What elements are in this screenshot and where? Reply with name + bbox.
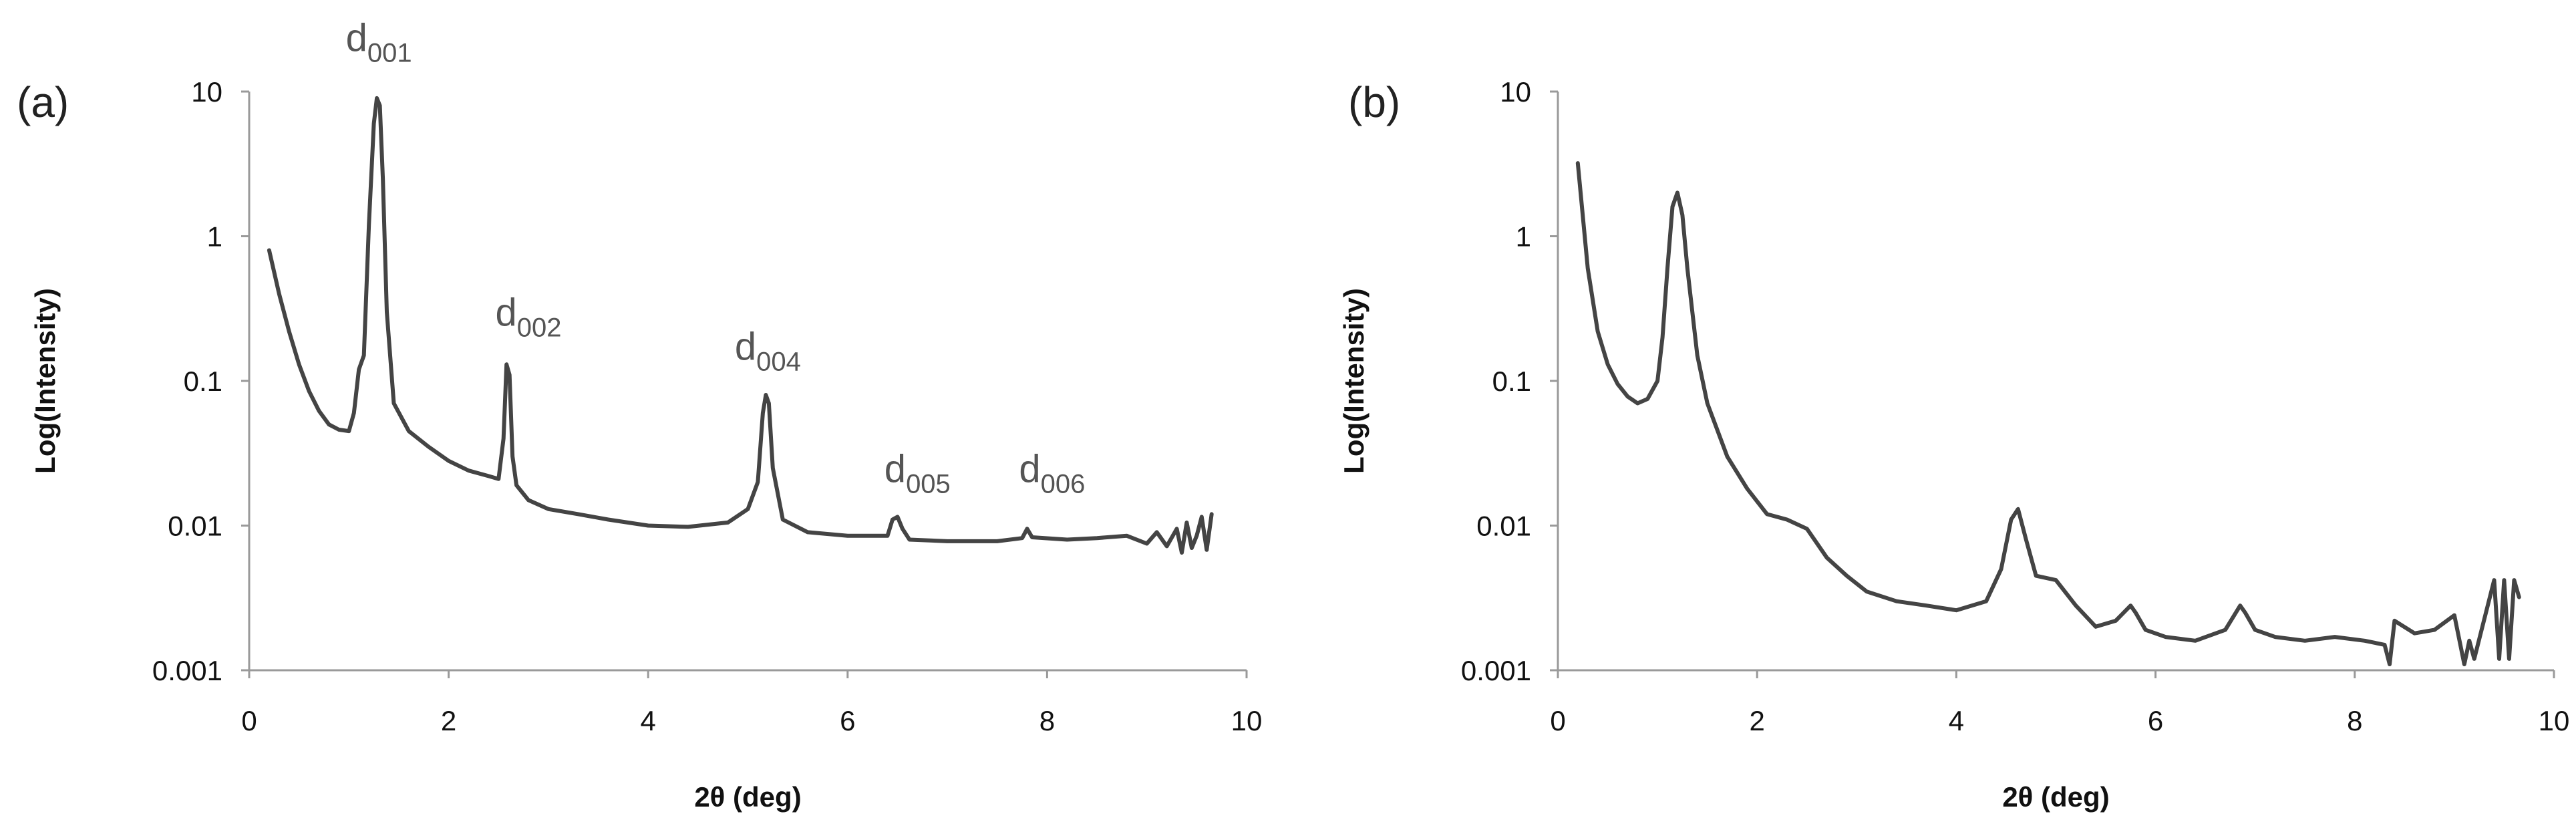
- peak-annotation-subscript: 005: [906, 469, 951, 499]
- peak-annotation-base: d: [884, 447, 906, 491]
- peak-annotation-subscript: 004: [756, 347, 801, 376]
- x-tick-label: 0: [1550, 705, 1565, 736]
- x-tick-label: 4: [641, 705, 656, 736]
- y-tick-label: 10: [191, 76, 222, 108]
- panel-label: (b): [1348, 78, 1400, 126]
- chart-panel-b: (b) 0 2 4 6 8 10 0.001 0.01 0.1 1 10 2θ (deg) Log(Int…: [1338, 76, 2569, 813]
- peak-annotation: d006: [1019, 447, 1085, 499]
- y-tick-label: 1: [207, 221, 222, 253]
- x-tick-label: 2: [1750, 705, 1765, 736]
- x-tick-label: 4: [1949, 705, 1964, 736]
- peak-annotation-base: d: [1019, 447, 1040, 491]
- y-tick-label: 0.1: [184, 366, 222, 397]
- x-tick-label: 10: [1231, 705, 1263, 736]
- y-tick-label: 0.01: [1476, 511, 1531, 542]
- x-tick-label: 10: [2539, 705, 2570, 736]
- peak-annotation: d004: [735, 325, 801, 376]
- peak-annotation-base: d: [346, 17, 367, 60]
- peak-annotation: d001: [346, 17, 412, 68]
- peak-annotation: d005: [884, 447, 951, 499]
- peak-annotation-base: d: [735, 325, 756, 368]
- x-tick-label: 6: [2148, 705, 2163, 736]
- y-axis-title: Log(Intensity): [1338, 288, 1370, 474]
- peak-annotation: d002: [496, 291, 562, 343]
- peak-annotation-subscript: 006: [1041, 469, 1086, 499]
- y-tick-label: 0.01: [168, 511, 222, 542]
- x-tick-label: 8: [1039, 705, 1055, 736]
- y-tick-label: 0.001: [1461, 655, 1531, 686]
- peak-annotation-subscript: 002: [517, 313, 562, 343]
- peak-annotation-base: d: [496, 291, 517, 335]
- y-tick-label: 10: [1500, 76, 1531, 108]
- x-tick-label: 2: [441, 705, 456, 736]
- y-tick-label: 0.001: [152, 655, 222, 686]
- series-line: [1575, 161, 2521, 666]
- x-tick-label: 8: [2347, 705, 2362, 736]
- peak-annotation-subscript: 001: [367, 39, 412, 68]
- x-axis-title: 2θ (deg): [2002, 781, 2109, 813]
- chart-panel-a: (a) 0 2 4 6 8 10 0.001 0.01 0.1 1 10 2θ (deg) Log(Int…: [17, 17, 1262, 813]
- y-tick-label: 1: [1516, 221, 1531, 253]
- x-axis-title: 2θ (deg): [694, 781, 801, 813]
- x-tick-label: 6: [840, 705, 855, 736]
- x-tick-label: 0: [241, 705, 257, 736]
- series-line: [267, 96, 1214, 555]
- panel-label: (a): [17, 78, 69, 126]
- y-axis-title: Log(Intensity): [29, 288, 61, 474]
- y-tick-label: 0.1: [1492, 366, 1531, 397]
